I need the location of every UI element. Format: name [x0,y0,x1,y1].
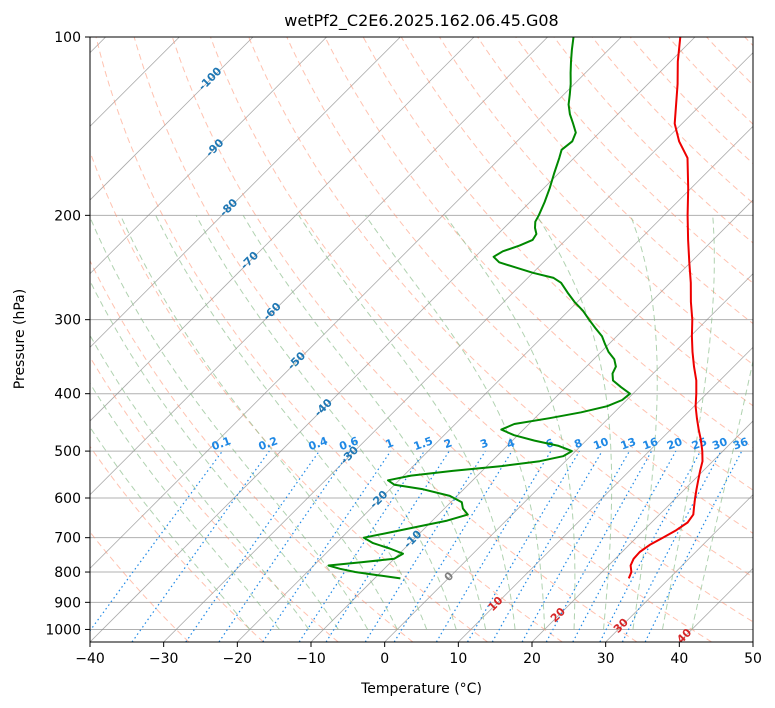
isotherm-line [237,125,753,642]
moist-adiabat-line [364,215,546,630]
isotherm-line [90,37,548,496]
y-tick-label: 100 [54,30,81,46]
mixing-ratio-line [185,450,320,642]
moist-adiabat-line [90,279,339,630]
mixing-ratio-label: 8 [572,436,584,451]
plot-frame [89,36,754,643]
x-tick-label: 0 [380,651,389,667]
moist-adiabat-line [536,215,613,630]
isotherm-line [163,52,753,642]
mixing-ratio-label: 0.6 [338,434,361,453]
dry-adiabat-line [286,37,753,534]
mixing-ratio-label: 13 [619,435,638,452]
isotherm-line [90,37,696,642]
mixing-ratio-label: 1.5 [412,434,435,453]
dry-adiabat-line [553,37,753,244]
moist-adiabat-line [242,215,487,630]
x-tick-label: 50 [744,651,762,667]
x-tick-label: −40 [75,651,105,667]
dry-adiabat-line [629,37,753,165]
y-tick-label: 300 [54,313,81,329]
isotherm-line [90,37,254,201]
mixing-ratio-line [218,450,351,642]
temperature-profile-line [627,37,704,579]
x-tick-label: 30 [597,651,615,667]
mixing-ratio-label: 20 [665,435,684,453]
mixing-ratio-label: 0.1 [210,434,233,453]
mixing-ratio-line [364,450,486,642]
dry-adiabat-line [477,37,753,325]
x-axis-label: Temperature (°C) [360,681,482,697]
mixing-ratio-label: 2 [442,436,454,451]
moist-adiabat-line [298,215,516,630]
dry-adiabat-line [90,150,488,642]
dry-adiabat-line [248,37,753,578]
mixing-ratio-line [298,450,425,642]
x-tick-label: −20 [223,651,253,667]
chart-title: wetPf2_C2E6.2025.162.06.45.G08 [284,11,558,31]
dry-adiabat-line [400,37,753,407]
mixing-ratio-line [466,450,580,642]
plot-area: 0.1 0.2 0.4 0.6 1 1.5 2 3 4 6 8 10 13 16 20 25 30 36-100-… [90,37,753,642]
y-tick-label: 700 [54,531,81,547]
dry-adiabat-line [90,259,414,642]
y-tick-label: 1000 [45,622,81,638]
mixing-ratio-label: 30 [710,435,729,453]
isotherm-line [384,273,753,642]
mixing-ratio-label: 4 [505,436,517,451]
moist-adiabat-line [691,358,753,630]
y-tick-label: 800 [54,565,81,581]
mixing-ratio-label: 36 [731,435,750,453]
moist-adiabat-line [155,215,428,630]
mixing-ratio-line [393,450,513,642]
moist-adiabat-line [120,215,398,630]
y-tick-label: 900 [54,595,81,611]
x-tick-label: 40 [670,651,688,667]
isotherm-line [605,494,753,642]
moist-adiabat-line [90,426,251,630]
moist-adiabat-line [90,334,310,630]
isotherm-line [90,37,475,422]
y-axis-label: Pressure (hPa) [12,289,28,389]
y-tick-label: 200 [54,208,81,224]
isotherm-line [90,37,327,275]
mixing-ratio-label: 25 [690,435,709,452]
dry-adiabat-line [90,445,264,642]
dewpoint-profile-line [327,37,631,580]
dry-adiabat-line [438,37,753,366]
dry-adiabat-line [95,37,563,642]
mixing-ratio-label: 0.4 [307,434,330,453]
x-tick-label: 10 [449,651,467,667]
dry-adiabat-line [171,37,712,642]
y-tick-label: 500 [54,444,81,460]
mixing-ratio-label: 1 [384,436,396,451]
moist-adiabat-line [195,215,457,630]
moist-adiabat-line [90,382,280,630]
isotherm-line [458,346,753,642]
isotherm-line [90,37,622,569]
x-tick-label: −30 [149,651,179,667]
mixing-ratio-label: 3 [478,436,490,451]
axes-layer: −40 −30 −20 −10 0 10 20 30 40 50 100 200 300 400 500 60… [45,30,762,667]
mixing-ratio-label: 0.2 [257,434,280,453]
moist-adiabat-line [661,215,715,630]
mixing-ratio-line [572,450,677,642]
mixing-ratio-label: 16 [641,435,660,453]
mixing-ratio-label: 10 [592,435,611,453]
isotherm-line [90,37,401,348]
dry-adiabat-line [362,37,753,449]
mixing-ratio-line [262,450,392,642]
moist-adiabat-line [444,215,576,630]
x-tick-label: −10 [296,651,326,667]
mixing-ratio-line [599,450,702,642]
mixing-ratio-line [325,450,450,642]
moist-adiabat-line [90,215,369,630]
mixing-ratio-line [435,450,552,642]
y-tick-label: 400 [54,387,81,403]
x-tick-label: 20 [523,651,541,667]
y-tick-label: 600 [54,491,81,507]
isotherm-line [531,420,753,642]
